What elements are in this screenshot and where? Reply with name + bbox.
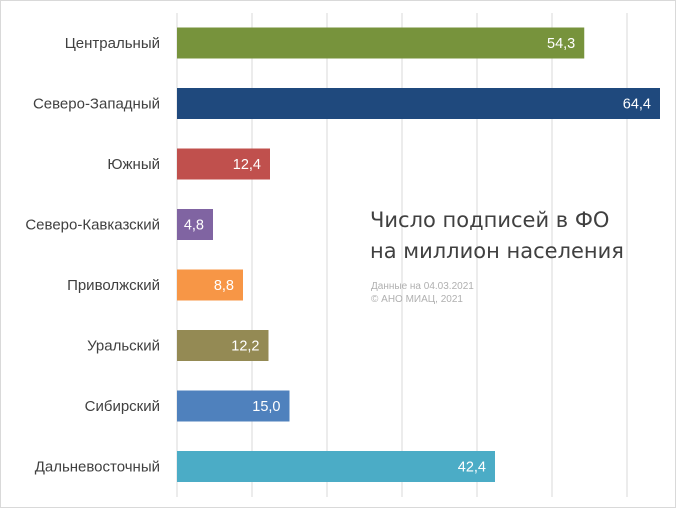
category-label: Северо-Западный [33,96,160,113]
data-date-note: Данные на 04.03.2021 [371,281,474,292]
bar [177,390,290,422]
data-label: 54,3 [547,36,575,52]
data-label: 8,8 [214,278,234,294]
category-label: Северо-Кавказский [25,217,160,234]
category-label: Дальневосточный [35,459,160,476]
bar [177,451,495,482]
bar [177,88,660,119]
bars: 54,3 64,4 12,4 4,8 8,8 12,2 15,0 42,4 [177,27,660,482]
data-label: 64,4 [623,97,651,113]
bar [177,148,270,180]
data-label: 12,2 [231,339,259,355]
bar [177,209,213,240]
data-label: 15,0 [252,399,280,415]
bar [177,269,243,301]
category-label: Южный [107,156,160,173]
bar [177,330,269,361]
category-labels: Центральный Северо-Западный Южный Северо-Ка… [25,35,160,476]
category-label: Центральный [65,35,160,52]
category-label: Приволжский [67,277,160,294]
data-label: 4,8 [184,218,204,234]
copyright-note: © АНО МИАЦ, 2021 [371,294,463,305]
chart-title: Число подписей в ФО на миллион населения [370,208,624,263]
data-label: 42,4 [458,460,486,476]
category-label: Сибирский [85,398,160,415]
category-label: Уральский [87,338,160,355]
bar [177,27,585,59]
data-label: 12,4 [233,157,261,173]
